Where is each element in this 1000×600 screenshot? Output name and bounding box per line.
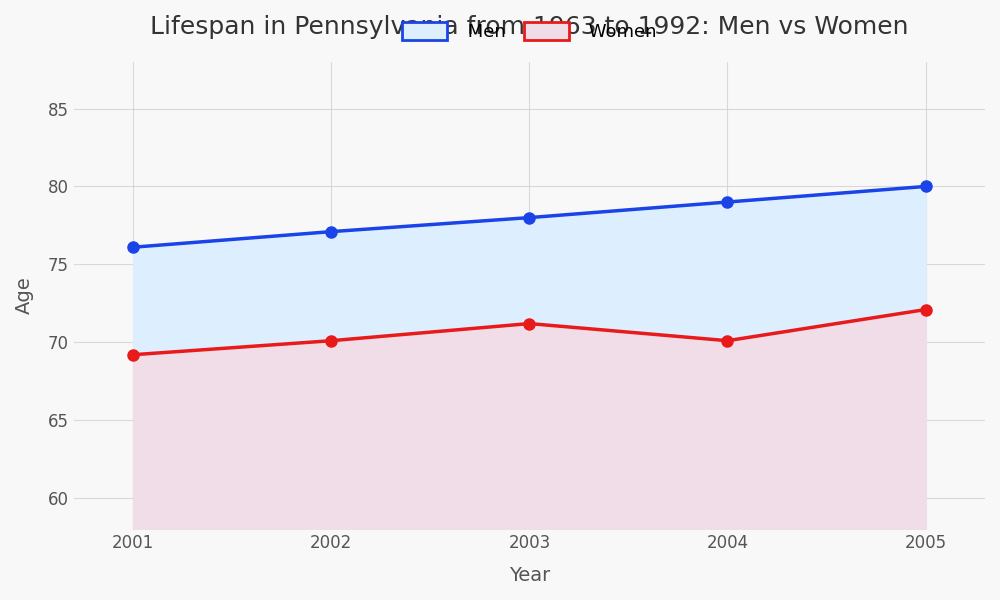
Y-axis label: Age: Age [15,277,34,314]
Legend:  Men,  Women: Men, Women [395,15,664,49]
Title: Lifespan in Pennsylvania from 1963 to 1992: Men vs Women: Lifespan in Pennsylvania from 1963 to 19… [150,15,909,39]
X-axis label: Year: Year [509,566,550,585]
